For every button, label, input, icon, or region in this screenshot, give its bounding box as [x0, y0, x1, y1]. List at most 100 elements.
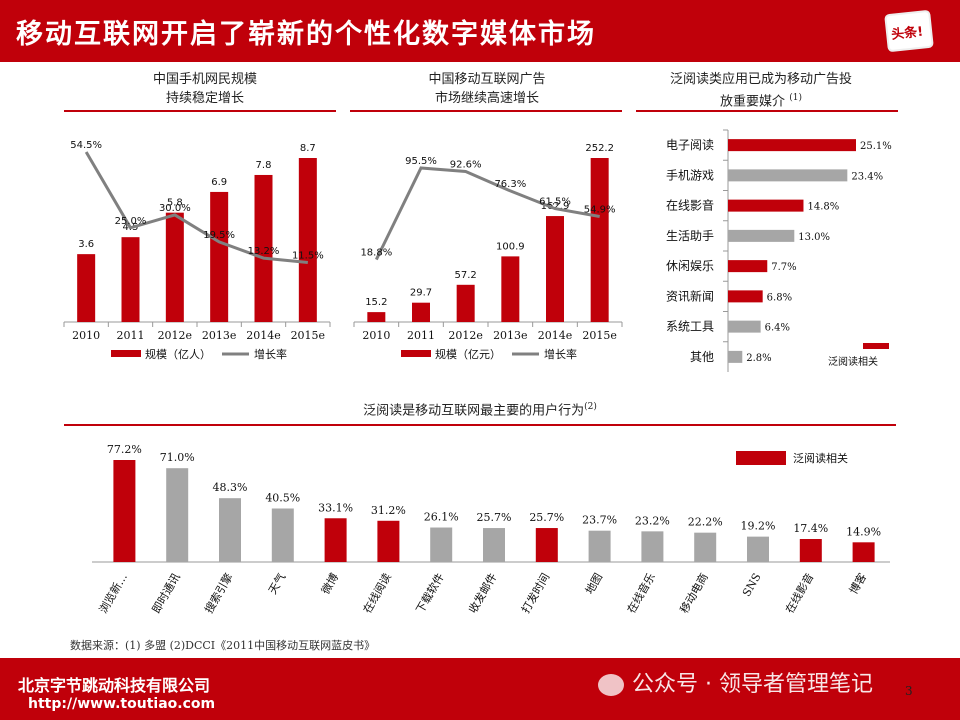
- data-source-note: 数据来源：(1) 多盟 (2)DCCI《2011中国移动互联网蓝皮书》: [70, 639, 376, 652]
- chart1-bar: [77, 254, 96, 322]
- chart3-value-label: 2.8%: [746, 353, 771, 364]
- slide-title: 移动互联网开启了崭新的个性化数字媒体市场: [16, 19, 596, 50]
- chart3-value-label: 23.4%: [851, 171, 883, 182]
- chart1-x-tick-label: 2012e: [158, 329, 193, 342]
- chart4-title: 泛阅读是移动互联网最主要的用户行为(2): [250, 398, 710, 420]
- chart2-bar: [456, 284, 475, 322]
- chart4-bar: [747, 536, 769, 562]
- chart4-rule: [64, 424, 896, 426]
- chart4-x-tick-label: 微博: [318, 571, 341, 597]
- wechat-icon: [598, 674, 624, 696]
- chart4-value-label: 23.2%: [635, 514, 670, 527]
- chart3-value-label: 25.1%: [860, 141, 892, 152]
- chart4-x-tick-label: 地图: [583, 571, 605, 597]
- chart4-value-label: 31.2%: [371, 504, 406, 517]
- chart1-title-line1: 中国手机网民规模: [152, 72, 257, 87]
- chart4-bar: [271, 508, 294, 562]
- chart4-value-label: 40.5%: [265, 491, 300, 504]
- chart1-value-label: 6.9: [211, 177, 227, 188]
- company-url[interactable]: http://www.toutiao.com: [28, 696, 216, 712]
- chart4-value-label: 23.7%: [582, 514, 617, 527]
- chart2-growth-label: 61.5%: [539, 197, 571, 208]
- chart3-value-label: 7.7%: [771, 262, 796, 273]
- chart4-x-tick-label: 即时通讯: [150, 571, 183, 616]
- chart2-x-tick-label: 2014e: [538, 329, 573, 342]
- chart2-x-tick-label: 2012e: [448, 329, 483, 342]
- chart2-value-label: 15.2: [365, 297, 387, 308]
- chart1-rule: [64, 110, 336, 112]
- chart4-bar: [588, 530, 611, 562]
- chart3-rule: [636, 110, 898, 112]
- chart4-bar: [166, 468, 189, 562]
- chart4-x-tick-label: 移动电商: [677, 571, 711, 616]
- title-bar: [0, 0, 960, 62]
- chart2-bar: [546, 216, 564, 322]
- chart1-bar: [121, 237, 140, 322]
- chart1-x-tick-label: 2011: [117, 329, 145, 342]
- chart4-value-label: 48.3%: [213, 481, 248, 494]
- chart2-bar: [412, 302, 430, 322]
- chart2-rule: [350, 110, 622, 112]
- chart3-category-label: 在线影音: [666, 198, 714, 213]
- chart4-x-tick-label: 在线影音: [782, 571, 816, 616]
- watermark-text: 公众号 · 领导者管理笔记: [632, 672, 873, 697]
- chart4-x-tick-label: 搜索引擎: [201, 571, 235, 616]
- chart4-legend-label: 泛阅读相关: [793, 451, 848, 465]
- chart3-value-label: 6.4%: [765, 323, 790, 334]
- chart2-legend-line-label: 增长率: [544, 347, 577, 361]
- chart2-growth-label: 54.9%: [584, 204, 616, 215]
- chart2-title-line2: 市场继续高速增长: [434, 91, 539, 106]
- chart3-bar: [728, 229, 795, 242]
- chart4-x-tick-label: SNS: [740, 571, 764, 599]
- chart4-bar: [377, 520, 400, 562]
- chart4-bar: [113, 460, 136, 562]
- chart1-x-tick-label: 2015e: [291, 329, 326, 342]
- chart3-title: 泛阅读类应用已成为移动广告投 放重要媒介 (1): [636, 70, 886, 111]
- chart2-title: 中国移动互联网广告 市场继续高速增长: [352, 70, 622, 108]
- chart3-category-label: 电子阅读: [666, 138, 714, 152]
- chart4-value-label: 71.0%: [160, 451, 195, 464]
- chart2-legend-bar-label: 规模（亿元）: [435, 347, 501, 361]
- chart2-growth-label: 76.3%: [494, 179, 526, 190]
- watermark: 公众号 · 领导者管理笔记: [598, 666, 873, 698]
- chart3-value-label: 13.0%: [798, 232, 830, 243]
- chart3-legend-label: 泛阅读相关: [828, 355, 878, 368]
- chart4-x-tick-label: 在线音乐: [624, 571, 658, 616]
- chart4-x-tick-label: 下载软件: [413, 571, 447, 616]
- chart3-value-label: 14.8%: [807, 202, 839, 213]
- chart1-bar: [165, 212, 184, 322]
- chart3-category-label: 休闲娱乐: [666, 259, 714, 273]
- chart2-value-label: 57.2: [455, 270, 477, 281]
- chart4-title-note: (2): [584, 402, 597, 412]
- chart1-legend-bar-swatch: [111, 350, 141, 357]
- chart4-x-tick-label: 天气: [265, 571, 288, 597]
- chart3-category-label: 手机游戏: [666, 168, 714, 182]
- chart2-bar: [501, 256, 520, 322]
- chart1-growth-label: 13.2%: [248, 246, 280, 257]
- chart3-bar: [728, 290, 763, 303]
- chart1-value-label: 3.6: [78, 239, 94, 250]
- chart2-growth-line: [374, 166, 600, 261]
- page-number: 3: [905, 684, 913, 698]
- chart2-title-line1: 中国移动互联网广告: [428, 72, 546, 87]
- chart4-bar: [324, 518, 347, 562]
- chart4-bar: [430, 527, 453, 562]
- chart4-value-label: 17.4%: [793, 522, 828, 535]
- chart2-value-label: 252.2: [585, 143, 614, 154]
- chart1-growth-label: 30.0%: [159, 203, 191, 214]
- chart1-growth-label: 11.5%: [292, 250, 324, 261]
- chart1-x-tick-label: 2013e: [202, 329, 237, 342]
- chart1-bar: [298, 158, 317, 322]
- chart1-legend-line-label: 增长率: [254, 347, 287, 361]
- chart4-bar: [535, 528, 558, 562]
- chart1-value-label: 5.8: [167, 198, 183, 209]
- chart3-category-label: 系统工具: [666, 320, 714, 334]
- chart2-growth-label: 95.5%: [405, 156, 437, 167]
- chart2-x-tick-label: 2011: [407, 329, 435, 342]
- chart4-bar: [799, 539, 822, 562]
- chart2-x-tick-label: 2015e: [582, 329, 617, 342]
- chart1-growth-line: [84, 151, 308, 264]
- chart1-growth-label: 25.0%: [115, 216, 147, 227]
- chart3-category-label: 资讯新闻: [666, 288, 714, 303]
